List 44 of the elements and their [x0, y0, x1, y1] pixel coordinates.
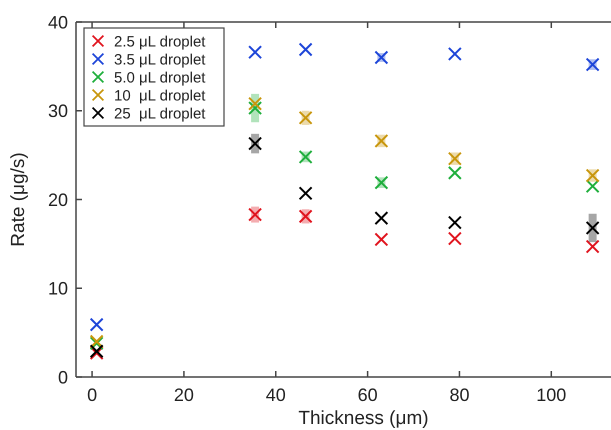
point	[448, 216, 462, 230]
point	[586, 168, 600, 183]
point	[586, 240, 600, 254]
point	[448, 152, 462, 166]
point	[248, 96, 262, 111]
legend-label: 5.0 μL droplet	[114, 69, 206, 86]
x-tick-label: 40	[266, 385, 286, 405]
point	[248, 208, 262, 222]
point	[448, 46, 462, 61]
point	[248, 45, 262, 60]
point	[586, 58, 600, 72]
point	[448, 166, 462, 180]
point	[374, 176, 388, 190]
legend-label: 2.5 μL droplet	[114, 33, 206, 50]
point	[298, 110, 313, 125]
x-tick-label: 80	[449, 385, 470, 405]
point	[448, 232, 462, 246]
y-tick-label: 0	[58, 367, 68, 388]
point	[248, 136, 262, 151]
legend-label: 25 μL droplet	[114, 105, 206, 122]
legend-label: 10 μL droplet	[114, 87, 206, 104]
x-tick-label: 60	[358, 385, 378, 405]
y-tick-label: 40	[48, 12, 68, 32]
point	[374, 232, 388, 246]
point	[374, 134, 388, 148]
point	[374, 50, 388, 64]
point	[374, 211, 388, 226]
y-tick-label: 10	[48, 278, 68, 299]
x-tick-label: 20	[174, 385, 194, 405]
legend-label: 3.5 μL droplet	[114, 51, 206, 68]
y-axis-title: Rate (μg/s)	[8, 152, 29, 247]
point	[586, 179, 600, 194]
y-tick-label: 20	[48, 190, 68, 210]
x-tick-label: 0	[87, 385, 98, 405]
point	[90, 318, 104, 332]
point	[248, 101, 262, 116]
point	[298, 186, 313, 200]
x-tick-label: 100	[536, 385, 566, 405]
point	[298, 150, 313, 164]
x-axis-title: Thickness (μm)	[298, 408, 429, 429]
point	[298, 42, 313, 57]
point	[298, 209, 313, 224]
point	[586, 220, 600, 235]
y-tick-label: 30	[48, 101, 68, 122]
